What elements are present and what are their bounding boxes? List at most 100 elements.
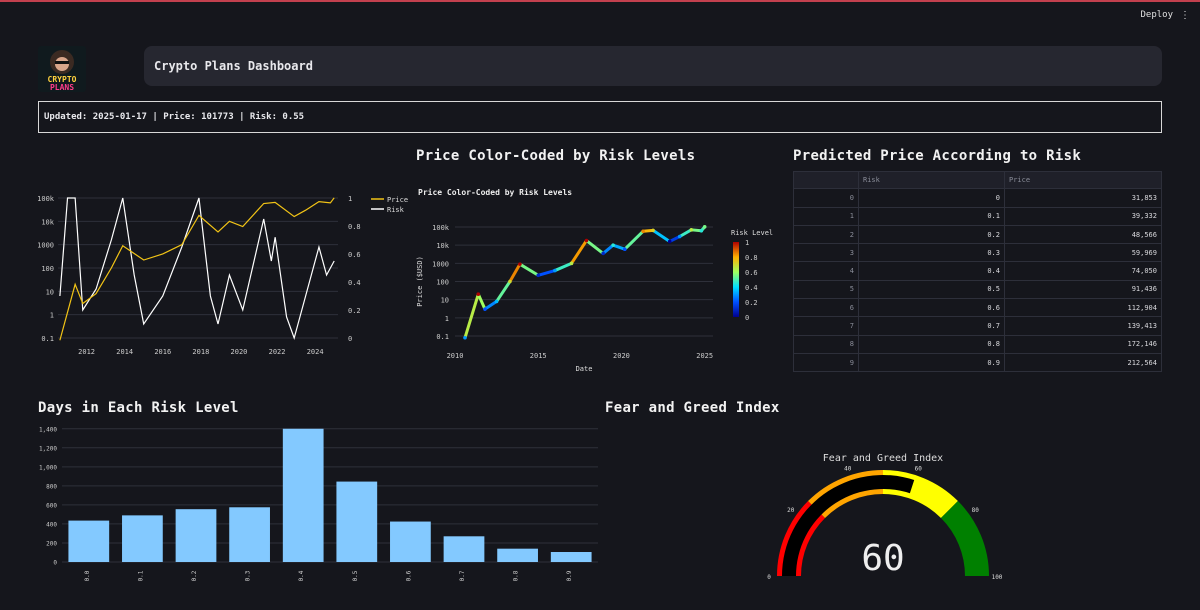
status-line: Updated: 2025-01-17 | Price: 101773 | Ri… [38,101,1162,133]
svg-text:CRYPTO: CRYPTO [48,75,77,84]
column-header-risk: Risk [858,170,1005,190]
risk-colored-price-segment [611,243,627,251]
price-point [651,228,655,233]
top-accent-line [0,0,1200,2]
colorbar-tick-label: 0 [745,314,749,322]
x-tick-label: 2014 [116,348,133,356]
table-row: 9 0.9 212,564 [793,352,1162,373]
x-tick-label: 0.1 [137,570,144,581]
price-risk-chart: 0.1 1 10 100 1000 10k 100k 0 0.2 0.4 0.6 0.8 1 2012 20… [38,195,408,356]
risk-colored-price-segment [668,234,682,243]
table-header-row: Risk Price [793,170,1162,190]
y-tick-label: 200 [46,540,57,547]
price-point [611,243,615,247]
price-point [518,262,522,266]
y-tick-label: 0.1 [436,333,449,341]
gauge-step-green [940,501,989,576]
risk-colored-price-segment [623,229,645,251]
risk-cell: 0 [858,188,1005,208]
price-point [476,292,481,296]
price-cell: 91,436 [1004,279,1162,300]
risk-cell: 0.3 [858,243,1005,263]
y-tick-label: 1,400 [39,426,57,433]
colorbar-tick-label: 0.2 [745,299,758,307]
y-tick-label: 1,200 [39,445,57,452]
gauge-tick-label: 40 [844,466,852,473]
y-right-tick-label: 0.2 [348,307,361,315]
x-tick-label: 0.2 [191,570,198,581]
risk-colored-price-segment [463,292,480,340]
colorbar-tick-label: 1 [745,239,749,247]
y-left-tick-label: 100 [41,265,54,273]
risk-colored-price-segment [518,262,540,277]
gauge-tick-label: 100 [992,574,1003,581]
price-cell: 59,969 [1004,243,1162,263]
row-index-cell: 4 [793,261,859,281]
colorbar [733,242,739,317]
price-point [622,247,627,251]
price-point [689,228,694,232]
y-tick-label: 1 [445,315,449,323]
bar [443,536,485,562]
svg-text:PLANS: PLANS [50,83,74,92]
row-index-cell: 5 [793,279,859,300]
y-tick-label: 400 [46,521,57,528]
fear-greed-title: Fear and Greed Index [605,400,780,416]
y-tick-label: 1000 [432,260,449,268]
risk-colored-price-segment [553,261,574,273]
y-right-tick-label: 0.6 [348,251,361,259]
risk-cell: 0.2 [858,224,1005,245]
legend-price-label: Price [387,196,408,204]
row-index-cell: 2 [793,224,859,245]
bar [497,548,538,562]
price-point [508,279,512,284]
x-tick-label: 2010 [447,352,464,360]
x-tick-label: 2020 [613,352,630,360]
x-tick-label: 2016 [154,348,171,356]
table-row: 6 0.6 112,904 [793,298,1162,318]
row-index-cell: 8 [793,334,859,354]
gauge-tick-label: 60 [915,466,923,473]
kebab-menu-icon[interactable]: ⋮ [1180,10,1190,21]
days-in-risk-title: Days in Each Risk Level [38,400,239,416]
price-point [584,238,589,243]
y-left-tick-label: 1 [50,312,54,320]
y-left-tick-label: 10k [41,218,54,226]
price-cell: 172,146 [1004,334,1162,354]
chart-inner-title: Price Color-Coded by Risk Levels [418,187,572,197]
table-row: 1 0.1 39,332 [793,206,1162,226]
y-tick-label: 800 [46,483,57,490]
price-cell: 39,332 [1004,206,1162,226]
price-point [667,239,672,244]
gauge-value-text: 60 [861,538,904,579]
deploy-button[interactable]: Deploy [1140,10,1173,20]
table-row: 2 0.2 48,566 [793,224,1162,245]
price-point [553,268,557,273]
x-tick-label: 2025 [696,352,713,360]
table-row: 4 0.4 74,050 [793,261,1162,281]
risk-cell: 0.6 [858,298,1005,318]
y-right-tick-label: 0.8 [348,223,361,231]
colorbar-title: Risk Level [731,229,773,237]
price-cell: 74,050 [1004,261,1162,281]
risk-cell: 0.9 [858,352,1005,373]
risk-cell: 0.7 [858,316,1005,336]
y-left-tick-label: 1000 [38,242,54,250]
x-tick-label: 0.5 [352,570,359,581]
y-axis-label: Price ($USD) [416,256,424,307]
column-header-index [793,170,859,190]
gauge-tick-label: 20 [787,507,795,514]
price-series-line [59,197,335,341]
y-tick-label: 10 [441,297,449,305]
risk-colored-price-segment [584,239,605,255]
price-cell: 212,564 [1004,352,1162,373]
row-index-cell: 7 [793,316,859,336]
risk-cell: 0.5 [858,279,1005,300]
x-tick-label: 2012 [78,348,95,356]
risk-colored-price-segment [508,262,522,283]
y-tick-label: 1,000 [39,464,57,471]
y-tick-label: 0 [53,560,57,567]
price-point [702,225,707,229]
y-tick-label: 100k [432,224,450,232]
price-point [494,299,499,304]
